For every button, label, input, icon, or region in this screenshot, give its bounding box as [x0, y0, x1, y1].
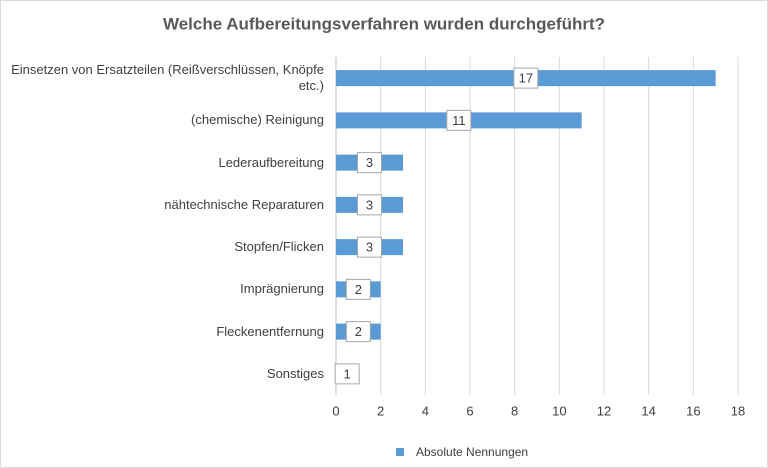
x-tick-label: 4 — [422, 403, 429, 418]
chart-title: Welche Aufbereitungsverfahren wurden dur… — [163, 14, 605, 33]
data-label: 3 — [366, 240, 373, 255]
y-tick-label: Fleckenentfernung — [216, 323, 324, 339]
x-tick-label: 14 — [641, 403, 655, 418]
data-label-box — [345, 278, 371, 300]
data-label: 2 — [355, 282, 362, 297]
y-tick-label: Lederaufbereitung — [218, 154, 324, 170]
data-label: 11 — [452, 113, 466, 128]
legend-label: Absolute Nennungen — [416, 445, 528, 459]
data-label-box — [513, 67, 539, 89]
y-tick-label: Sonstiges — [266, 365, 324, 381]
x-tick-label: 16 — [686, 403, 700, 418]
x-tick-label: 10 — [552, 403, 566, 418]
x-tick-label: 12 — [597, 403, 611, 418]
data-label: 2 — [355, 324, 362, 339]
y-tick-label: Imprägnierung — [240, 281, 324, 297]
data-label-box — [446, 109, 472, 131]
data-label: 3 — [366, 197, 373, 212]
data-label-box — [334, 363, 360, 385]
data-label-box — [357, 194, 382, 216]
x-tick-label: 18 — [731, 403, 745, 418]
x-tick-label: 8 — [511, 403, 518, 418]
y-tick-label: Einsetzen von Ersatzteilen (Reißverschlü… — [11, 62, 324, 94]
y-tick-label: (chemische) Reinigung — [191, 112, 324, 128]
data-label-box — [357, 152, 382, 174]
legend-swatch — [396, 448, 404, 456]
y-tick-label: Stopfen/Flicken — [234, 239, 324, 255]
y-tick-label: nähtechnische Reparaturen — [164, 196, 324, 212]
x-tick-label: 0 — [332, 403, 339, 418]
data-label: 3 — [366, 155, 373, 170]
x-tick-label: 2 — [377, 403, 384, 418]
data-label-box — [345, 321, 371, 343]
data-label: 17 — [519, 71, 533, 86]
data-label: 1 — [344, 366, 351, 381]
x-tick-label: 6 — [466, 403, 473, 418]
data-label-box — [357, 236, 382, 258]
